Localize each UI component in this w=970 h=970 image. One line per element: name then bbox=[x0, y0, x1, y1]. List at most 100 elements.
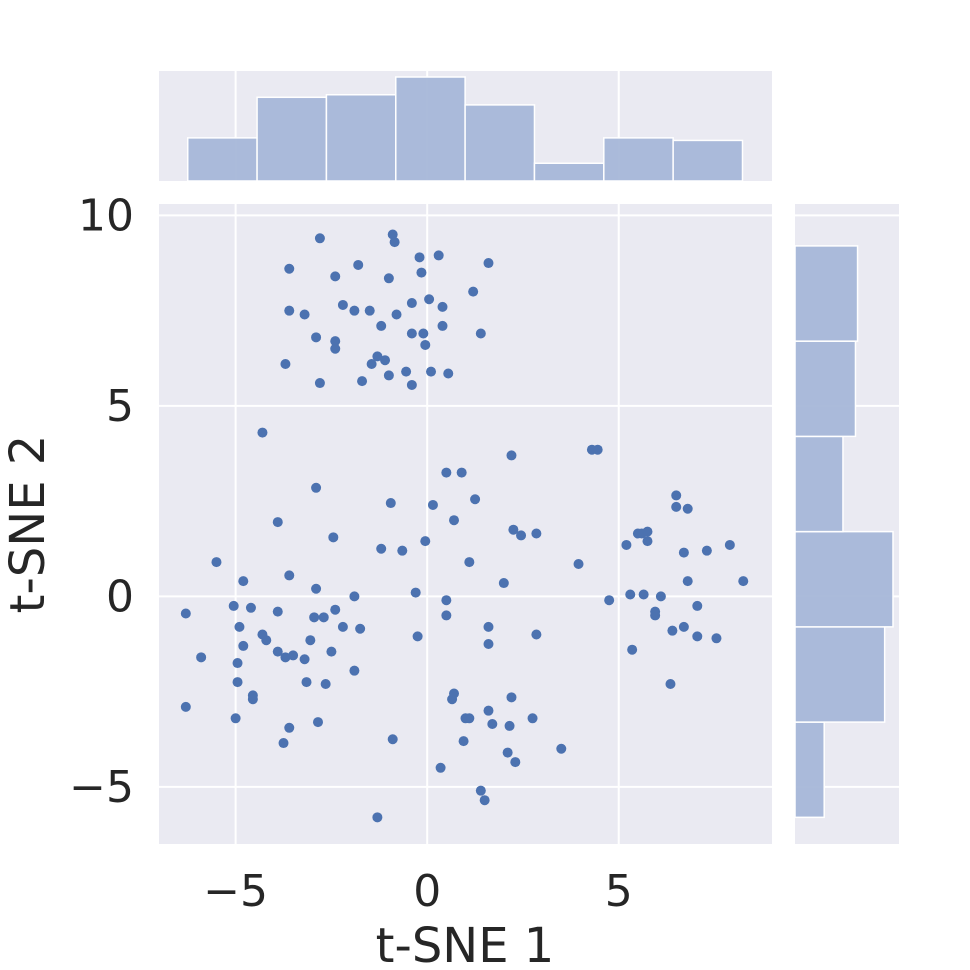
data-point bbox=[435, 762, 446, 773]
data-point bbox=[288, 650, 299, 661]
data-point bbox=[724, 539, 735, 550]
data-point bbox=[364, 305, 375, 316]
data-point bbox=[330, 271, 341, 282]
tick-labels: −5 0 5 −5 0 5 10 bbox=[69, 190, 633, 917]
data-point bbox=[272, 646, 283, 657]
data-point bbox=[401, 366, 412, 377]
y-tick-label: 5 bbox=[106, 381, 134, 432]
data-point bbox=[483, 705, 494, 716]
y-hist-bar bbox=[794, 721, 825, 819]
data-point bbox=[284, 305, 295, 316]
y-hist-bar bbox=[794, 245, 859, 342]
y-hist-bar bbox=[794, 435, 844, 533]
data-point bbox=[441, 467, 452, 478]
data-point bbox=[366, 359, 377, 369]
data-point bbox=[701, 545, 712, 556]
data-point bbox=[420, 339, 431, 350]
histogram-bars bbox=[186, 76, 894, 819]
data-point bbox=[406, 379, 417, 390]
data-point bbox=[458, 736, 469, 747]
data-point bbox=[280, 359, 291, 369]
data-point bbox=[238, 640, 249, 651]
x-hist-bar bbox=[464, 104, 536, 182]
data-point bbox=[516, 530, 527, 541]
scatter-plot-background bbox=[159, 204, 772, 844]
data-point bbox=[502, 747, 513, 758]
data-point bbox=[245, 602, 256, 613]
data-point bbox=[383, 273, 394, 284]
data-point bbox=[447, 694, 458, 705]
data-point bbox=[692, 631, 703, 642]
data-point bbox=[372, 812, 383, 823]
scatter-points bbox=[180, 229, 749, 823]
data-point bbox=[305, 635, 316, 646]
y-hist-bar bbox=[794, 530, 894, 628]
data-point bbox=[483, 621, 494, 632]
data-point bbox=[355, 623, 366, 634]
x-hist-bar bbox=[395, 76, 466, 182]
data-point bbox=[330, 604, 341, 615]
data-point bbox=[510, 757, 521, 768]
data-point bbox=[427, 499, 438, 510]
data-point bbox=[389, 237, 400, 248]
data-point bbox=[311, 332, 322, 343]
data-point bbox=[385, 498, 396, 509]
data-point bbox=[441, 610, 452, 621]
data-point bbox=[257, 427, 268, 438]
data-point bbox=[247, 694, 258, 705]
data-point bbox=[678, 547, 689, 558]
data-point bbox=[314, 378, 325, 389]
data-point bbox=[627, 644, 638, 655]
data-point bbox=[655, 591, 666, 602]
y-hist-bar bbox=[794, 626, 886, 723]
data-point bbox=[487, 719, 498, 729]
data-point bbox=[468, 286, 479, 297]
data-point bbox=[449, 515, 460, 526]
data-point bbox=[475, 785, 486, 796]
x-hist-bar bbox=[603, 137, 674, 182]
data-point bbox=[311, 482, 322, 493]
data-point bbox=[475, 328, 486, 339]
data-point bbox=[349, 591, 360, 602]
data-point bbox=[483, 258, 494, 269]
data-point bbox=[711, 633, 722, 644]
data-point bbox=[625, 589, 636, 600]
data-point bbox=[238, 576, 249, 587]
data-point bbox=[424, 294, 435, 305]
data-point bbox=[531, 629, 542, 640]
data-point bbox=[387, 734, 398, 745]
data-point bbox=[682, 503, 693, 514]
data-point bbox=[604, 595, 615, 606]
data-point bbox=[284, 263, 295, 274]
data-point bbox=[642, 526, 653, 537]
data-point bbox=[437, 320, 448, 331]
x-hist-bar bbox=[672, 139, 744, 182]
data-point bbox=[284, 722, 295, 733]
data-point bbox=[272, 517, 283, 528]
data-point bbox=[301, 677, 312, 688]
data-point bbox=[504, 720, 515, 731]
y-tick-label: −5 bbox=[69, 762, 134, 813]
data-point bbox=[397, 545, 408, 556]
data-point bbox=[479, 795, 490, 806]
data-point bbox=[682, 576, 693, 587]
data-point bbox=[320, 679, 331, 689]
data-point bbox=[406, 328, 417, 339]
data-point bbox=[272, 606, 283, 617]
data-point bbox=[527, 713, 538, 724]
y-tick-label: 0 bbox=[106, 571, 134, 622]
data-point bbox=[278, 738, 289, 749]
data-point bbox=[456, 467, 467, 478]
data-point bbox=[414, 252, 425, 263]
data-point bbox=[416, 267, 427, 278]
data-point bbox=[678, 621, 689, 632]
data-point bbox=[387, 229, 398, 240]
x-hist-bar bbox=[533, 162, 605, 182]
data-point bbox=[650, 610, 661, 621]
data-point bbox=[232, 658, 243, 669]
x-axis-label: t-SNE 1 bbox=[376, 918, 555, 970]
data-point bbox=[592, 444, 603, 455]
data-point bbox=[380, 355, 391, 366]
data-point bbox=[531, 528, 542, 539]
